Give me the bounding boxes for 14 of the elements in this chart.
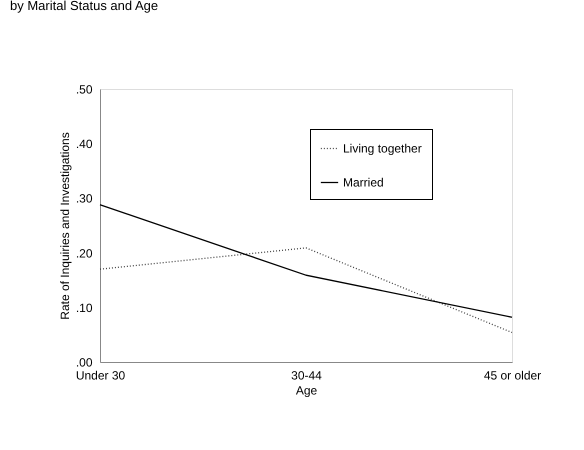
legend-label: Living together <box>343 142 422 156</box>
chart-title: by Marital Status and Age <box>10 0 158 13</box>
y-tick-label: .10 <box>76 300 93 315</box>
x-tick-label: Under 30 <box>76 368 126 382</box>
y-tick-label: .50 <box>76 82 93 96</box>
x-tick-label: 30-44 <box>291 368 322 382</box>
y-axis-title: Rate of Inquiries and Investigations <box>58 132 72 320</box>
x-axis-title: Age <box>296 384 318 398</box>
y-tick-label: .00 <box>76 356 93 370</box>
y-tick-label: .20 <box>76 246 93 260</box>
legend-label: Married <box>343 176 384 190</box>
x-tick-label: 45 or older <box>484 368 542 382</box>
y-tick-label: .30 <box>76 192 93 206</box>
y-tick-label: .40 <box>76 137 93 152</box>
